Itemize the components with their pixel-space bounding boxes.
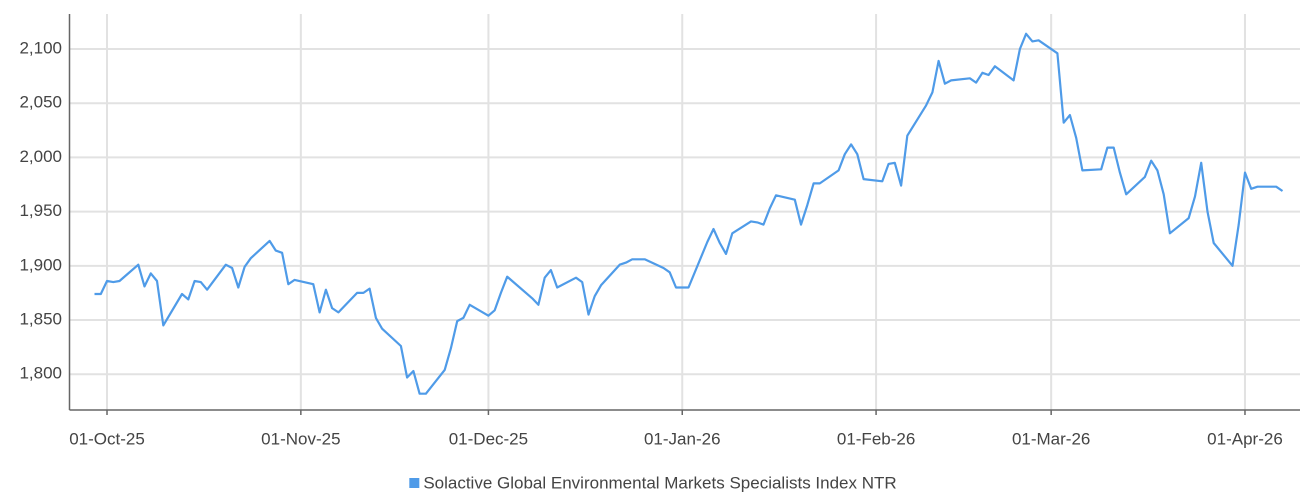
x-tick-label: 01-Oct-25 bbox=[69, 429, 145, 448]
y-tick-label: 1,900 bbox=[19, 255, 62, 274]
x-tick-label: 01-Feb-26 bbox=[837, 429, 915, 448]
legend-label: Solactive Global Environmental Markets S… bbox=[423, 473, 896, 492]
y-tick-label: 1,800 bbox=[19, 364, 62, 383]
y-tick-label: 1,950 bbox=[19, 201, 62, 220]
legend-swatch bbox=[409, 478, 420, 488]
y-tick-label: 2,100 bbox=[19, 38, 62, 57]
x-tick-label: 01-Jan-26 bbox=[644, 429, 721, 448]
x-tick-label: 01-Dec-25 bbox=[449, 429, 528, 448]
data-line bbox=[94, 32, 1284, 395]
y-tick-label: 2,050 bbox=[19, 93, 62, 112]
x-tick-label: 01-Nov-25 bbox=[261, 429, 340, 448]
y-tick-label: 1,850 bbox=[19, 310, 62, 329]
x-tick-label: 01-Apr-26 bbox=[1207, 429, 1283, 448]
y-tick-label: 2,000 bbox=[19, 147, 62, 166]
x-tick-label: 01-Mar-26 bbox=[1012, 429, 1090, 448]
